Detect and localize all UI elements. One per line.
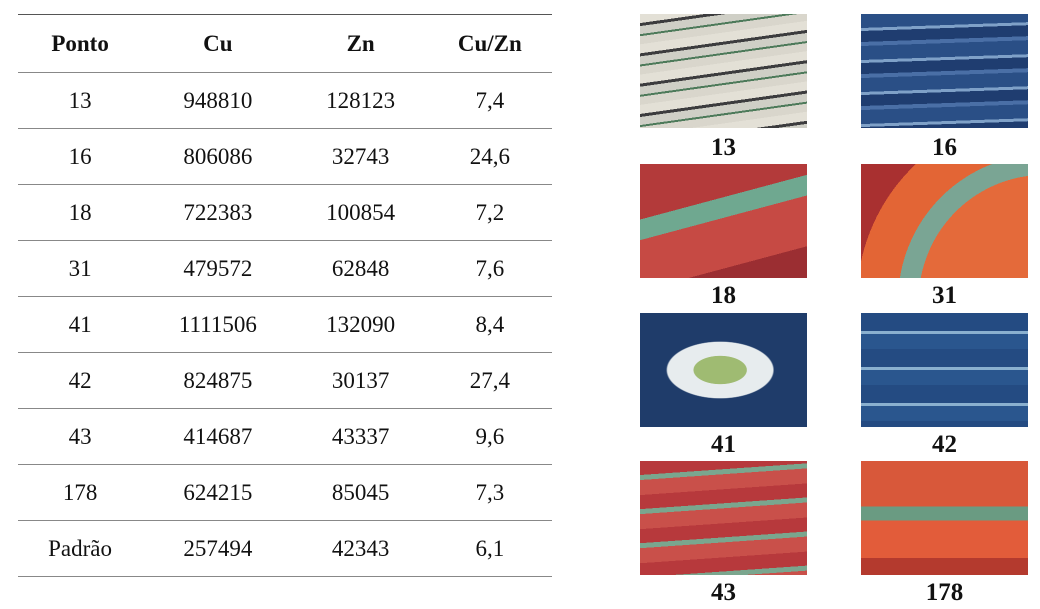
header-cell: Cu xyxy=(142,15,293,73)
header-cell: Cu/Zn xyxy=(428,15,552,73)
table-cell: 7,3 xyxy=(428,465,552,521)
table-cell: 18 xyxy=(18,185,142,241)
table-cell: 42 xyxy=(18,353,142,409)
table-cell: 7,2 xyxy=(428,185,552,241)
table-cell: 13 xyxy=(18,73,142,129)
table-cell: 806086 xyxy=(142,129,293,185)
table-cell: Padrão xyxy=(18,521,142,577)
header-cell: Zn xyxy=(294,15,428,73)
image-label: 18 xyxy=(640,282,807,310)
image-label: 43 xyxy=(640,579,807,607)
sample-image xyxy=(640,164,807,278)
table-cell: 31 xyxy=(18,241,142,297)
header-cell: Ponto xyxy=(18,15,142,73)
table-cell: 6,1 xyxy=(428,521,552,577)
table-cell: 7,6 xyxy=(428,241,552,297)
sample-image xyxy=(861,313,1028,427)
table-cell: 8,4 xyxy=(428,297,552,353)
image-label: 13 xyxy=(640,134,807,162)
image-label: 41 xyxy=(640,431,807,459)
table-cell: 16 xyxy=(18,129,142,185)
table-cell: 257494 xyxy=(142,521,293,577)
table-cell: 42343 xyxy=(294,521,428,577)
table-cell: 9,6 xyxy=(428,409,552,465)
table-cell: 1111506 xyxy=(142,297,293,353)
table-cell: 30137 xyxy=(294,353,428,409)
table-cell: 85045 xyxy=(294,465,428,521)
sample-image xyxy=(640,14,807,128)
sample-image xyxy=(861,164,1028,278)
table-cell: 479572 xyxy=(142,241,293,297)
table-cell: 624215 xyxy=(142,465,293,521)
table-cell: 24,6 xyxy=(428,129,552,185)
image-label: 42 xyxy=(861,431,1028,459)
table-cell: 948810 xyxy=(142,73,293,129)
image-label: 16 xyxy=(861,134,1028,162)
table-cell: 100854 xyxy=(294,185,428,241)
table-cell: 32743 xyxy=(294,129,428,185)
table-cell: 7,4 xyxy=(428,73,552,129)
table-cell: 824875 xyxy=(142,353,293,409)
sample-image xyxy=(640,461,807,575)
table-cell: 41 xyxy=(18,297,142,353)
image-label: 31 xyxy=(861,282,1028,310)
table-cell: 132090 xyxy=(294,297,428,353)
sample-image xyxy=(640,313,807,427)
table-cell: 178 xyxy=(18,465,142,521)
table-cell: 414687 xyxy=(142,409,293,465)
table-cell: 43337 xyxy=(294,409,428,465)
image-label: 178 xyxy=(861,579,1028,607)
sample-image xyxy=(861,14,1028,128)
page: PontoCuZnCu/Zn 139488101281237,416806086… xyxy=(0,0,1040,609)
table-cell: 43 xyxy=(18,409,142,465)
table-cell: 722383 xyxy=(142,185,293,241)
table-cell: 128123 xyxy=(294,73,428,129)
sample-image xyxy=(861,461,1028,575)
table-cell: 27,4 xyxy=(428,353,552,409)
table-cell: 62848 xyxy=(294,241,428,297)
